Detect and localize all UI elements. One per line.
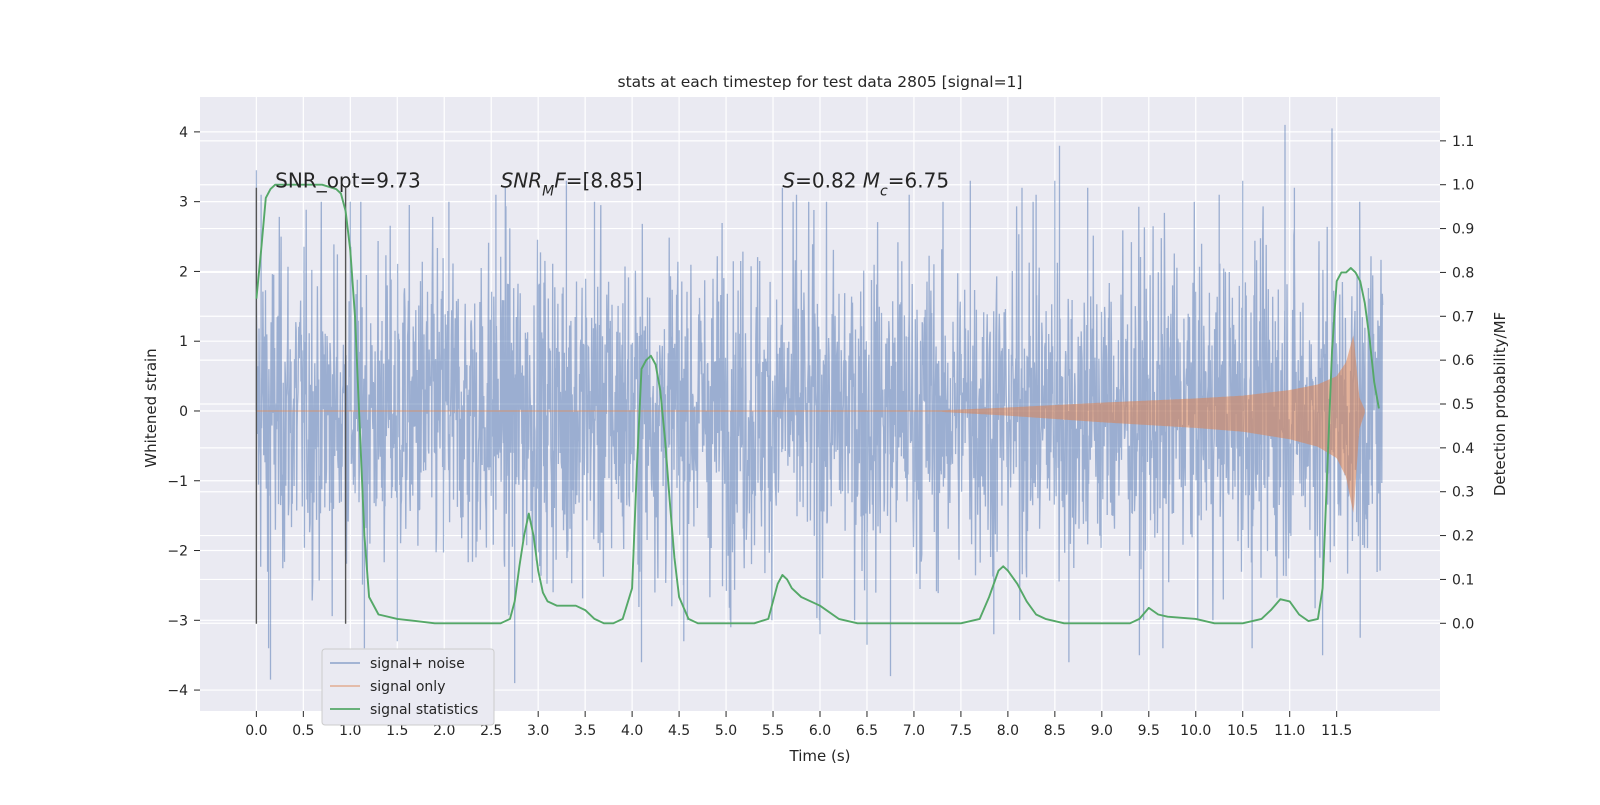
x-tick-label: 6.5 (856, 723, 878, 739)
y-right-tick-label: 0.7 (1452, 309, 1474, 325)
legend-label-signal-statistics: signal statistics (370, 702, 478, 718)
signal-noise-series (255, 124, 1384, 684)
annotation-part: c (880, 184, 888, 200)
x-tick-label: 1.5 (386, 723, 408, 739)
series-area-signal-only (942, 335, 1365, 513)
x-tick-label: 10.0 (1180, 723, 1211, 739)
annotation-part: M (542, 184, 554, 200)
x-tick-label: 0.0 (245, 723, 267, 739)
vertical-markers (255, 187, 347, 624)
x-tick-label: 4.5 (668, 723, 690, 739)
y-left-tick-label: 2 (179, 264, 188, 280)
x-tick-label: 8.0 (997, 723, 1019, 739)
x-tick-label: 5.0 (715, 723, 737, 739)
y-left-tick-label: −2 (167, 544, 188, 560)
x-tick-label: 2.0 (433, 723, 455, 739)
y-right-axis-ticks: 0.0 0.1 0.2 0.3 0.4 0.5 0.6 0.7 0.8 0.9 1.0 1.1 (1440, 134, 1474, 632)
x-tick-label: 9.5 (1138, 723, 1160, 739)
y-left-tick-label: 1 (179, 334, 188, 350)
x-tick-label: 7.0 (903, 723, 925, 739)
x-tick-label: 3.0 (527, 723, 549, 739)
legend-label-signal-only: signal only (370, 679, 445, 695)
legend-label-signal-noise: signal+ noise (370, 656, 465, 672)
annotation-1: SNRMF=[8.85] (501, 169, 643, 200)
signal-only-series (256, 335, 1365, 513)
y-right-axis-label: Detection probability/MF (1491, 312, 1509, 496)
x-tick-label: 2.5 (480, 723, 502, 739)
y-left-tick-label: −3 (167, 613, 188, 629)
annotation-part: S (782, 169, 795, 193)
x-axis-ticks: 0.0 0.5 1.0 1.5 2.0 2.5 3.0 3.5 4.0 4.5 5.0 5.5 6.0 6… (245, 711, 1352, 739)
y-right-tick-label: 0.1 (1452, 572, 1474, 588)
y-right-tick-label: 0.9 (1452, 222, 1474, 238)
x-tick-label: 8.5 (1044, 723, 1066, 739)
y-right-tick-label: 0.6 (1452, 353, 1474, 369)
y-left-axis-ticks: −4 −3 −2 −1 0 1 2 3 4 (167, 125, 200, 699)
x-tick-label: 0.5 (292, 723, 314, 739)
y-right-tick-label: 1.0 (1452, 178, 1474, 194)
x-tick-label: 11.5 (1321, 723, 1352, 739)
x-tick-label: 11.0 (1274, 723, 1305, 739)
signal-statistics-series (255, 183, 1380, 625)
annotation-part: F (554, 169, 566, 193)
y-left-tick-label: −1 (167, 474, 188, 490)
series-line-signal-statistics (255, 183, 1380, 625)
y-left-tick-label: 0 (179, 404, 188, 420)
chart-title: stats at each timestep for test data 280… (618, 73, 1023, 91)
annotation-2: S=0.82 Mc=6.75 (782, 169, 949, 200)
y-right-tick-label: 0.5 (1452, 397, 1474, 413)
y-right-tick-label: 0.2 (1452, 529, 1474, 545)
x-tick-label: 5.5 (762, 723, 784, 739)
legend-box (321, 648, 495, 726)
annotation-0: SNR_opt=9.73 (275, 169, 421, 193)
x-tick-label: 3.5 (574, 723, 596, 739)
x-tick-label: 4.0 (621, 723, 643, 739)
y-right-tick-label: 0.0 (1452, 616, 1474, 632)
y-right-tick-label: 0.8 (1452, 265, 1474, 281)
y-left-tick-label: 4 (179, 125, 188, 141)
y-right-tick-label: 1.1 (1452, 134, 1474, 150)
y-right-tick-label: 0.3 (1452, 485, 1474, 501)
y-right-tick-label: 0.4 (1452, 441, 1474, 457)
x-tick-label: 10.5 (1227, 723, 1258, 739)
x-tick-label: 6.0 (809, 723, 831, 739)
annotation-part: SNR (501, 169, 543, 193)
x-axis-label: Time (s) (789, 747, 851, 765)
x-tick-label: 1.0 (339, 723, 361, 739)
y-left-axis-label: Whitened strain (142, 348, 160, 467)
x-tick-label: 9.0 (1091, 723, 1113, 739)
series-line-signal-noise (255, 124, 1384, 684)
y-left-tick-label: −4 (167, 683, 188, 699)
annotation-part: =0.82 (795, 169, 863, 193)
annotations: SNR_opt=9.73 SNRMF=[8.85] S=0.82 Mc=6.75 (275, 169, 949, 200)
legend: signal+ noise signal only signal statist… (321, 648, 495, 726)
y-left-tick-label: 3 (179, 195, 188, 211)
annotation-part: M (863, 169, 880, 193)
annotation-part: =6.75 (888, 169, 949, 193)
x-tick-label: 7.5 (950, 723, 972, 739)
annotation-part: =[8.85] (566, 169, 643, 193)
